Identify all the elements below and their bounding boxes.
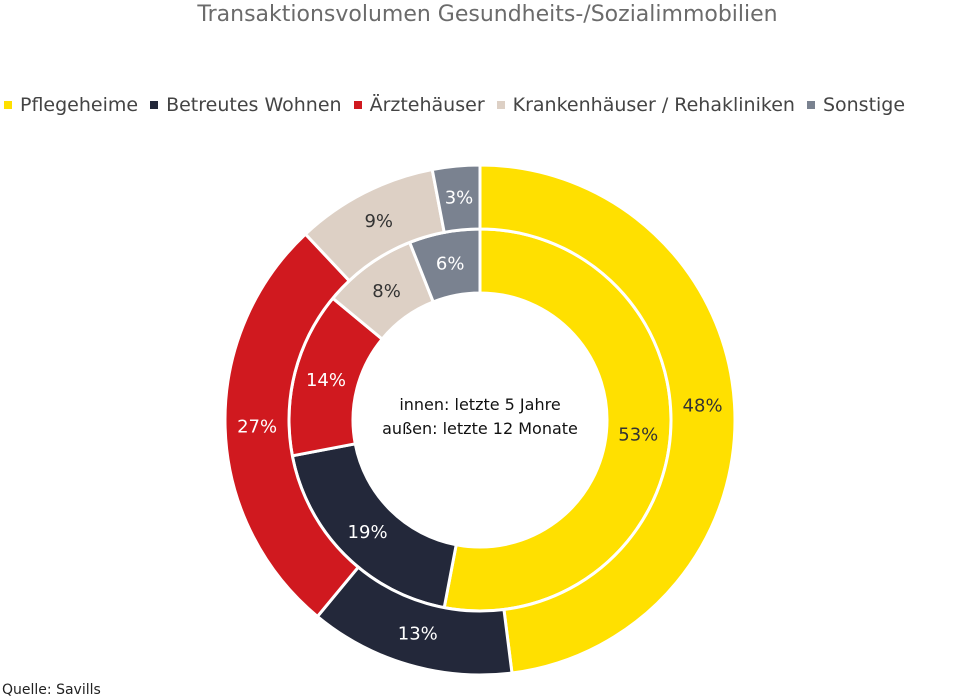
outer-data-label: 27% — [237, 417, 277, 438]
center-annotation: innen: letzte 5 Jahre — [399, 395, 560, 414]
source-note: Quelle: Savills — [2, 682, 101, 698]
legend-swatch — [496, 101, 505, 109]
outer-data-label: 48% — [683, 395, 723, 416]
legend-label: Betreutes Wohnen — [166, 94, 342, 116]
outer-segment-0 — [478, 163, 737, 675]
outer-data-label: 3% — [445, 187, 474, 208]
inner-data-label: 6% — [436, 253, 465, 274]
legend-swatch — [806, 101, 815, 109]
legend-label: Ärztehäuser — [369, 94, 485, 116]
legend-item: Ärztehäuser — [353, 94, 485, 116]
inner-data-label: 14% — [306, 370, 346, 391]
legend-swatch — [4, 101, 12, 109]
legend-item: Betreutes Wohnen — [150, 94, 342, 116]
outer-data-label: 13% — [398, 624, 438, 645]
inner-data-label: 19% — [348, 522, 388, 543]
legend-item: Sonstige — [806, 94, 906, 116]
legend-swatch — [353, 101, 362, 109]
inner-data-label: 8% — [372, 281, 401, 302]
center-annotation: außen: letzte 12 Monate — [382, 419, 578, 438]
legend-label: Sonstige — [822, 94, 906, 116]
chart-title: Transaktionsvolumen Gesundheits-/Soziali… — [197, 2, 778, 27]
legend-swatch — [150, 101, 159, 109]
outer-segment-4 — [430, 163, 482, 235]
inner-data-label: 53% — [618, 424, 658, 445]
legend: Pflegeheime Betreutes Wohnen Ärztehäuser Kr… — [4, 94, 917, 116]
legend-item: Pflegeheime — [4, 94, 138, 116]
legend-item: Krankenhäuser / Rehakliniken — [496, 94, 795, 116]
legend-label: Pflegeheime — [20, 94, 139, 116]
outer-data-label: 9% — [364, 211, 393, 232]
legend-label: Krankenhäuser / Rehakliniken — [512, 94, 795, 116]
